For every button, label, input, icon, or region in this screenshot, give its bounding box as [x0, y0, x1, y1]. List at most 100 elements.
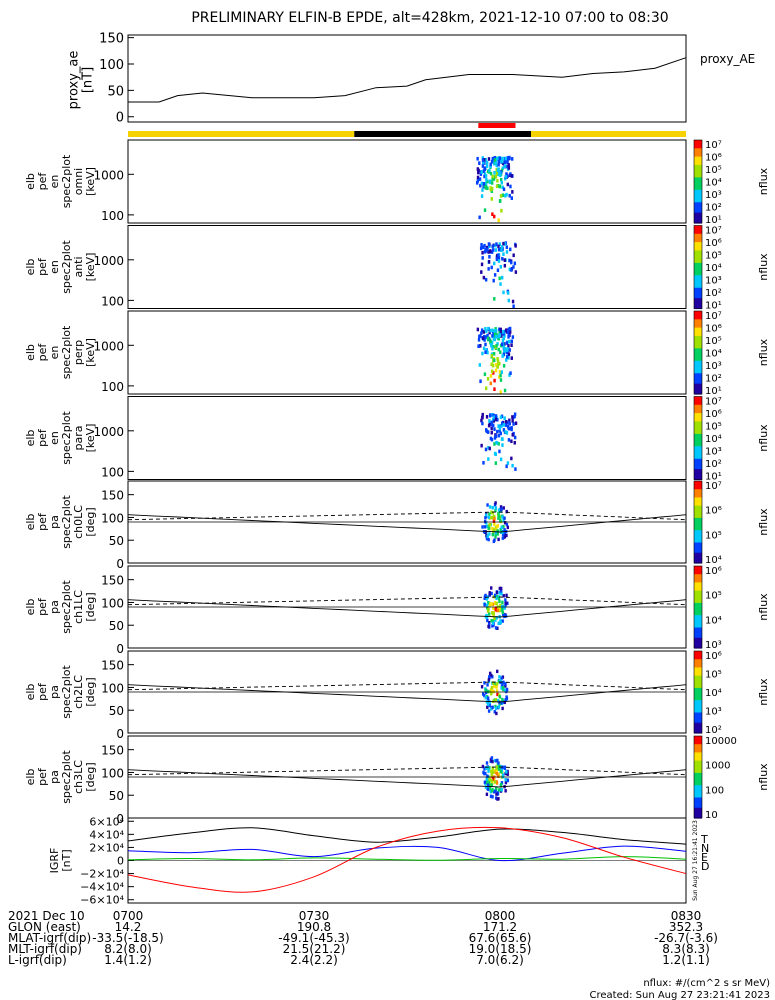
spectrum-cell: [489, 164, 492, 169]
spectrum-cell: [484, 181, 488, 186]
pitch-colorbar-color-step: [694, 653, 702, 656]
energy-ylabel-line: [keV]: [84, 338, 97, 367]
spectrum-cell: [498, 276, 501, 281]
energy-colorbar-color-step: [694, 185, 702, 189]
pitch-cell: [494, 789, 497, 793]
pitch-cell: [494, 626, 498, 630]
spectrum-cell: [507, 426, 511, 431]
pitch-cell: [497, 705, 501, 709]
pitch-colorbar-color-step: [694, 637, 702, 641]
energy-ylabel-line: spec2plot: [60, 325, 73, 379]
pitch-colorbar-color-step: [694, 552, 702, 556]
energy-colorbar-color-step: [694, 267, 702, 270]
pitch-tick-label: 0: [116, 557, 124, 571]
pitch-colorbar-zlabel-text: nflux: [757, 763, 770, 791]
spectrum-cell: [501, 156, 504, 161]
spectrum-cell: [493, 378, 496, 383]
spectrum-cell: [484, 350, 487, 355]
orbit-segment: [128, 131, 355, 137]
spectrum-cell: [501, 338, 505, 343]
pitch-cell: [502, 680, 505, 684]
pitch-colorbar-color-step: [694, 760, 702, 764]
energy-colorbar-color-step: [694, 375, 702, 378]
spectrum-cell: [505, 341, 509, 345]
spectrum-cell: [502, 241, 505, 246]
energy-colorbar-color-step: [694, 321, 702, 325]
pitch-cell: [505, 687, 509, 692]
energy-ylabel-line: spec2plot: [60, 240, 73, 294]
pitch-colorbar-color-step: [694, 746, 702, 749]
pitch-tick-label: 50: [109, 704, 124, 718]
pitch-cell: [495, 792, 498, 796]
energy-colorbar-color-step: [694, 200, 702, 203]
pitch-cell: [495, 711, 498, 716]
energy-colorbar-color-step: [694, 323, 702, 327]
pitch-cell: [502, 594, 505, 598]
pitch-ylabel-line: [deg]: [84, 592, 97, 621]
pitch-cell: [503, 520, 507, 525]
pitch-cell: [486, 689, 490, 694]
pitch-tick-label: 150: [101, 574, 124, 588]
energy-colorbar-color-step: [694, 275, 702, 278]
energy-colorbar-color-step: [694, 319, 702, 322]
spectrum-cell: [514, 270, 518, 274]
spectrum-cell: [495, 329, 498, 333]
pitch-colorbar-color-step: [694, 795, 702, 799]
pitch-colorbar-color-step: [694, 692, 702, 695]
energy-colorbar-color-step: [694, 254, 702, 258]
spectrum-cell: [513, 261, 517, 266]
pitch-colorbar-zlabel: nflux: [757, 593, 770, 621]
pitch-cell: [491, 770, 494, 775]
spectrum-cell: [507, 352, 511, 356]
pitch-colorbar-color-step: [694, 554, 702, 558]
igrf-tick-label: 2×10⁴: [89, 841, 124, 854]
spectrum-cell: [479, 183, 482, 188]
footer-value: 1.2(1.1): [662, 953, 710, 967]
energy-colorbar-zlabel-text: nflux: [757, 338, 770, 366]
pitch-cell: [486, 774, 489, 778]
spectrum-cell: [492, 413, 495, 418]
pitch-cell: [504, 789, 507, 793]
loss-cone-line: [127, 599, 687, 618]
spectrum-cell: [482, 245, 485, 249]
pitch-cell: [496, 792, 500, 796]
energy-colorbar-color-step: [694, 166, 702, 170]
energy-colorbar-zlabel: nflux: [757, 167, 770, 195]
energy-colorbar-zlabel: nflux: [757, 424, 770, 452]
spectrum-cell: [492, 177, 496, 181]
spectrum-cell: [512, 253, 515, 258]
energy-colorbar-color-step: [694, 464, 702, 468]
pitch-colorbar-color-step: [694, 542, 702, 546]
pitch-cell: [487, 709, 491, 713]
igrf-side-text: Sun Aug 27 16:21:41 2023: [692, 820, 699, 901]
pitch-cell: [486, 705, 489, 709]
pitch-cell: [483, 596, 486, 601]
pitch-cell: [484, 785, 488, 789]
pitch-cell: [491, 611, 494, 615]
spectrum-cell: [494, 174, 498, 179]
pitch-cell: [494, 501, 497, 505]
spectrum-cell: [493, 442, 496, 446]
energy-colorbar-frame: [693, 396, 703, 480]
pitch-cell: [484, 696, 487, 700]
pitch-colorbar-color-step: [694, 501, 702, 505]
pitch-colorbar-color-step: [694, 495, 702, 498]
pitch-colorbar-color-step: [694, 489, 702, 492]
loss-cone-line: [127, 514, 687, 533]
energy-colorbar-color-step: [694, 352, 702, 356]
pitch-cell: [493, 514, 496, 519]
footer-value: 19.0(18.5): [469, 942, 532, 956]
spectrum-cell: [483, 172, 487, 176]
energy-colorbar-color-step: [694, 477, 702, 481]
pitch-colorbar-color-step: [694, 524, 702, 527]
energy-colorbar-color-step: [694, 260, 702, 264]
spectrum-cell: [493, 387, 496, 391]
pitch-colorbar-color-step: [694, 631, 702, 635]
energy-colorbar-color-step: [694, 189, 702, 193]
energy-ylabel-line: elb: [24, 430, 37, 447]
spectrum-cell: [487, 157, 491, 161]
spectrum-cell: [494, 327, 497, 331]
pitch-cell: [491, 766, 494, 770]
pitch-colorbar-color-step: [694, 708, 702, 712]
pitch-ylabel-line: spec2plot: [60, 580, 73, 634]
